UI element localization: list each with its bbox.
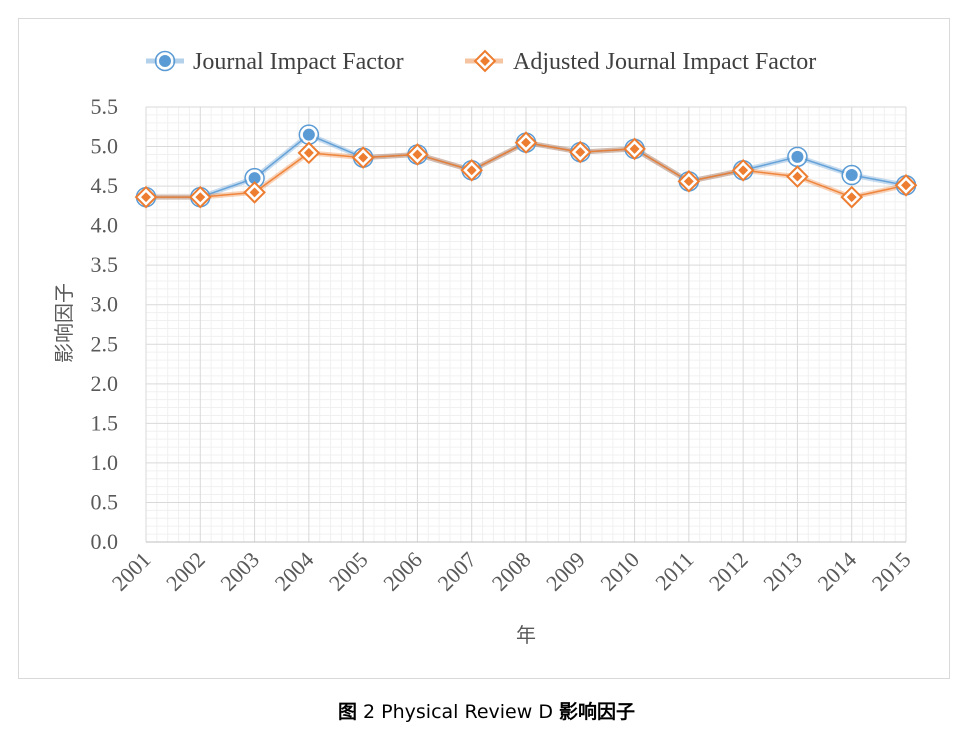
y-tick-label: 4.0 bbox=[91, 213, 119, 238]
x-tick-label: 2013 bbox=[758, 547, 807, 596]
series-1-point-inner bbox=[901, 180, 911, 191]
series-0-point bbox=[300, 126, 317, 143]
y-tick-label: 2.0 bbox=[91, 371, 119, 396]
series-1-point-inner bbox=[521, 137, 531, 148]
y-axis-ticks: 0.0 0.5 1.0 1.5 2.0 2.5 3.0 3.5 4.0 4.5 5.0 5.5 bbox=[91, 94, 119, 554]
legend-label-jif: Journal Impact Factor bbox=[193, 49, 404, 75]
series-1-point-inner bbox=[358, 152, 369, 163]
series-1-point-inner bbox=[412, 149, 423, 160]
y-tick-label: 5.5 bbox=[91, 94, 119, 119]
series-1-point-inner bbox=[629, 143, 640, 154]
y-tick-label: 3.0 bbox=[91, 292, 119, 317]
x-tick-label: 2006 bbox=[378, 547, 427, 596]
x-tick-label: 2001 bbox=[107, 547, 156, 596]
series-1-point-inner bbox=[683, 176, 694, 187]
series-0-point-ring bbox=[841, 164, 862, 186]
x-axis-ticks: 2001 2002 2003 2004 2005 2006 2007 2008 2009 2010… bbox=[107, 547, 916, 596]
x-tick-label: 2002 bbox=[161, 547, 210, 596]
series-1-point-inner bbox=[195, 192, 206, 203]
series-1-point-inner bbox=[249, 187, 260, 198]
series-1-point-inner bbox=[846, 192, 857, 203]
legend-item-adjusted-jif: Adjusted Journal Impact Factor bbox=[465, 49, 816, 75]
y-tick-label: 2.5 bbox=[91, 331, 119, 356]
grid-major bbox=[145, 106, 907, 543]
x-tick-label: 2015 bbox=[867, 547, 916, 596]
y-tick-label: 4.5 bbox=[91, 173, 119, 198]
series-1-point-inner bbox=[738, 165, 749, 176]
y-tick-label: 0.5 bbox=[91, 489, 119, 514]
series-1-point-inner bbox=[141, 192, 151, 203]
series-1-point-inner bbox=[466, 165, 477, 176]
legend-marker-circle-icon bbox=[157, 53, 173, 69]
figure-caption: 图 2 Physical Review D 影响因子 bbox=[0, 697, 973, 724]
series-1-point-inner bbox=[792, 171, 803, 182]
y-tick-label: 0.0 bbox=[91, 529, 119, 554]
x-tick-label: 2005 bbox=[324, 547, 373, 596]
series-1-point-inner bbox=[575, 147, 586, 158]
y-tick-label: 1.5 bbox=[91, 410, 119, 435]
x-tick-label: 2014 bbox=[812, 547, 861, 596]
x-tick-label: 2010 bbox=[595, 547, 644, 596]
series-layer bbox=[134, 124, 918, 209]
x-tick-label: 2004 bbox=[270, 547, 319, 596]
caption-tail: 影响因子 bbox=[559, 701, 636, 723]
legend-label-adjusted: Adjusted Journal Impact Factor bbox=[513, 49, 816, 75]
x-tick-label: 2011 bbox=[650, 547, 698, 595]
legend-marker-ring bbox=[154, 50, 176, 72]
x-axis-title: 年 bbox=[516, 623, 536, 647]
caption-label: 图 bbox=[337, 701, 357, 723]
series-0-point bbox=[789, 148, 806, 165]
x-tick-label: 2008 bbox=[487, 547, 536, 596]
legend-item-jif: Journal Impact Factor bbox=[146, 49, 404, 75]
y-tick-label: 1.0 bbox=[91, 450, 119, 475]
legend: Journal Impact Factor Adjusted Journal I… bbox=[146, 49, 816, 75]
x-tick-label: 2012 bbox=[704, 547, 753, 596]
x-tick-label: 2007 bbox=[432, 547, 481, 596]
y-tick-label: 3.5 bbox=[91, 252, 119, 277]
series-0-point bbox=[843, 167, 860, 184]
y-tick-label: 5.0 bbox=[91, 134, 119, 159]
x-tick-label: 2003 bbox=[215, 547, 264, 596]
chart-frame bbox=[18, 18, 950, 679]
series-1-point-inner bbox=[303, 147, 314, 158]
y-axis-title: 影响因子 bbox=[52, 283, 76, 363]
caption-body: 2 Physical Review D bbox=[357, 701, 559, 723]
x-tick-label: 2009 bbox=[541, 547, 590, 596]
